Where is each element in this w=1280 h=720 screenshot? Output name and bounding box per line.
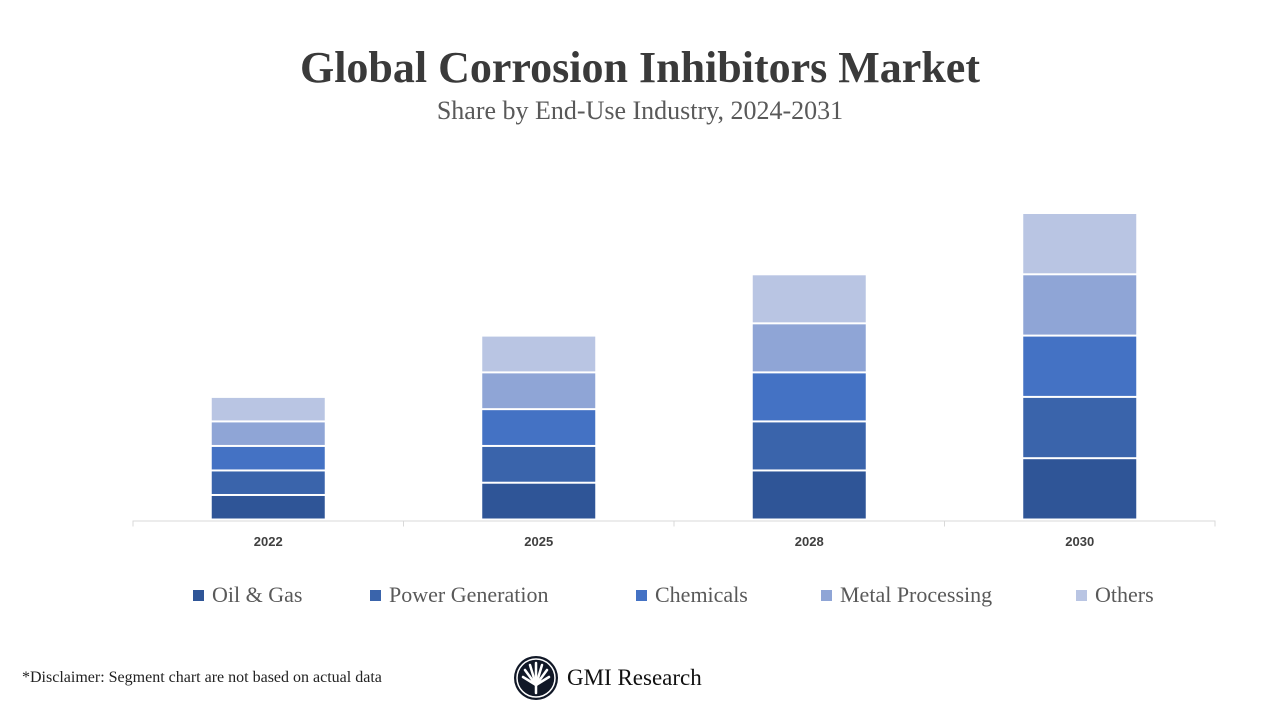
legend-item: Others <box>1076 582 1154 608</box>
legend-swatch <box>1076 589 1087 601</box>
bar-segment <box>482 446 596 482</box>
bar-segment <box>752 471 866 519</box>
legend-swatch <box>821 589 832 601</box>
bar-segment <box>482 373 596 409</box>
legend-label: Oil & Gas <box>212 582 303 607</box>
bar-segment <box>752 373 866 421</box>
bar-segment <box>211 471 325 494</box>
legend-swatch <box>636 589 647 601</box>
chart-title: Global Corrosion Inhibitors Market <box>299 43 980 92</box>
x-tick-label: 2028 <box>795 534 824 549</box>
bar-segment <box>752 275 866 323</box>
fan-palm-logo-icon <box>514 656 558 700</box>
bar-segment <box>482 336 596 372</box>
legend-label: Chemicals <box>655 582 748 607</box>
logo-text: GMI Research <box>567 665 702 690</box>
bar-segment <box>211 495 325 519</box>
x-tick-label: 2030 <box>1065 534 1094 549</box>
bar-segment <box>752 422 866 470</box>
legend-swatch <box>370 589 381 601</box>
bar-segment <box>1023 336 1137 396</box>
gmi-logo: GMI Research <box>513 655 702 701</box>
bar-segment <box>211 422 325 445</box>
bar-segment <box>1023 214 1137 274</box>
bar-segment <box>1023 397 1137 458</box>
bar-segment <box>211 397 325 421</box>
legend-swatch <box>193 589 204 601</box>
x-tick-label: 2022 <box>254 534 283 549</box>
bar-segment <box>211 446 325 470</box>
bar-segment <box>752 324 866 372</box>
legend-item: Chemicals <box>636 582 748 608</box>
legend-label: Others <box>1095 582 1154 607</box>
chart-subtitle: Share by End-Use Industry, 2024-2031 <box>436 96 844 125</box>
bar-segment <box>1023 459 1137 519</box>
bar-segment <box>482 410 596 445</box>
disclaimer: *Disclaimer: Segment chart are not based… <box>22 669 382 686</box>
legend-label: Metal Processing <box>840 582 993 607</box>
bar-segment <box>1023 275 1137 335</box>
legend-item: Oil & Gas <box>193 582 302 608</box>
x-tick-label: 2025 <box>524 534 553 549</box>
legend-label: Power Generation <box>389 582 549 607</box>
legend-item: Power Generation <box>370 582 548 608</box>
bar-segment <box>482 483 596 519</box>
legend-item: Metal Processing <box>821 582 992 608</box>
